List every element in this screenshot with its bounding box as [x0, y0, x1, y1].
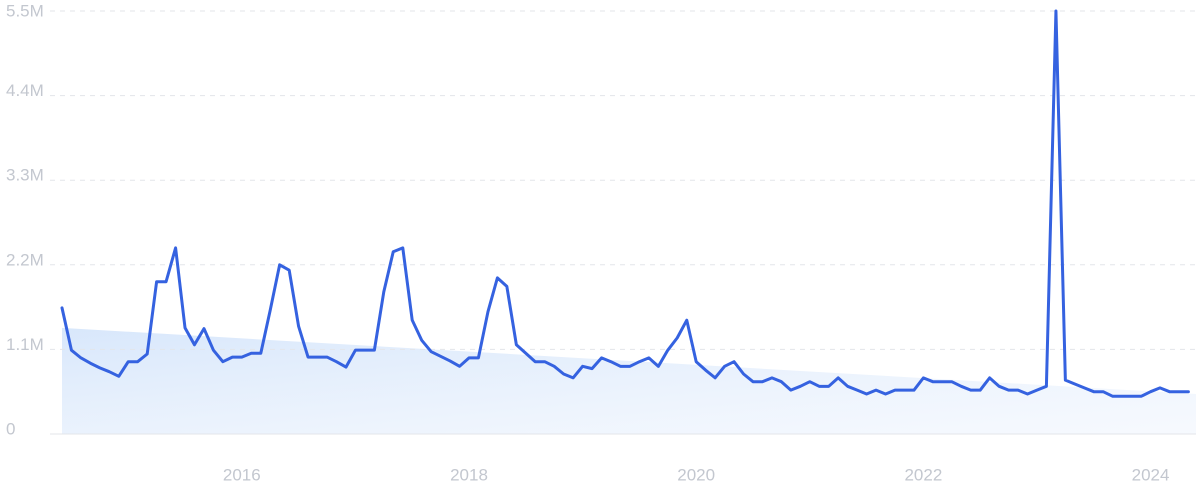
- x-tick-label: 2016: [223, 465, 261, 484]
- x-tick-label: 2024: [1132, 465, 1170, 484]
- series-line: [60, 9, 1190, 398]
- trend-area: [62, 327, 1196, 434]
- y-tick-label: 0: [6, 419, 15, 438]
- y-tick-label: 3.3M: [6, 166, 44, 185]
- y-tick-label: 5.5M: [6, 1, 44, 20]
- x-tick-label: 2020: [677, 465, 715, 484]
- x-tick-label: 2018: [450, 465, 488, 484]
- y-tick-label: 1.1M: [6, 335, 44, 354]
- y-tick-label: 4.4M: [6, 81, 44, 100]
- x-tick-label: 2022: [904, 465, 942, 484]
- y-tick-label: 2.2M: [6, 250, 44, 269]
